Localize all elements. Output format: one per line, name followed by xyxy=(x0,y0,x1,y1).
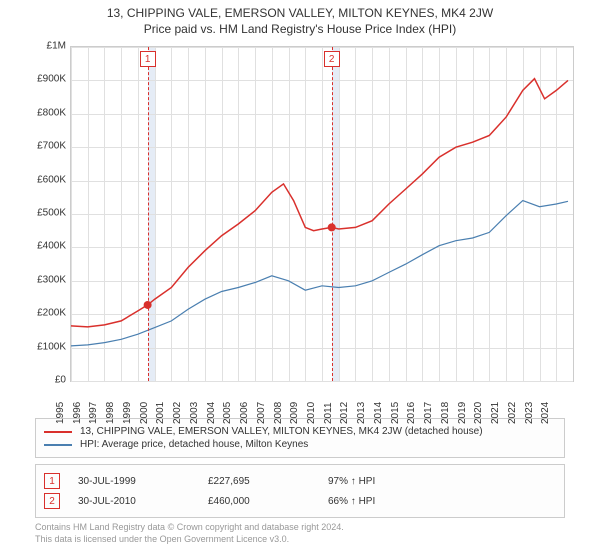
x-tick-label: 2000 xyxy=(139,402,150,424)
attribution: Contains HM Land Registry data © Crown c… xyxy=(35,522,565,545)
x-tick-label: 2004 xyxy=(206,402,217,424)
x-tick-label: 2011 xyxy=(323,402,334,424)
sale-row: 1 30-JUL-1999£227,69597% ↑ HPI xyxy=(44,471,556,491)
y-tick-label: £300K xyxy=(22,274,66,285)
chart-title-sub: Price paid vs. HM Land Registry's House … xyxy=(0,22,600,42)
x-tick-label: 2018 xyxy=(440,402,451,424)
legend-label-1: 13, CHIPPING VALE, EMERSON VALLEY, MILTO… xyxy=(80,426,483,437)
x-tick-label: 2023 xyxy=(524,402,535,424)
y-tick-label: £900K xyxy=(22,74,66,85)
sale-marker-icon: 1 xyxy=(44,473,60,489)
x-tick-label: 2003 xyxy=(189,402,200,424)
sale-row: 2 30-JUL-2010£460,00066% ↑ HPI xyxy=(44,491,556,511)
legend-row-series1: 13, CHIPPING VALE, EMERSON VALLEY, MILTO… xyxy=(44,425,556,438)
attribution-line1: Contains HM Land Registry data © Crown c… xyxy=(35,522,565,534)
x-tick-label: 2010 xyxy=(306,402,317,424)
sales-box: 1 30-JUL-1999£227,69597% ↑ HPI 2 30-JUL-201… xyxy=(35,464,565,518)
x-tick-label: 2007 xyxy=(256,402,267,424)
x-tick-label: 1997 xyxy=(88,402,99,424)
x-tick-label: 2017 xyxy=(423,402,434,424)
series-hpi_detached xyxy=(71,201,568,346)
x-tick-label: 2008 xyxy=(273,402,284,424)
x-tick-label: 2013 xyxy=(356,402,367,424)
x-tick-label: 2020 xyxy=(473,402,484,424)
chart-wrap: 12 £0£100K£200K£300K£400K£500K£600K£700K… xyxy=(20,42,580,412)
legend-label-2: HPI: Average price, detached house, Milt… xyxy=(80,439,308,450)
x-tick-label: 2009 xyxy=(289,402,300,424)
sale-price: £227,695 xyxy=(208,476,328,487)
y-tick-label: £200K xyxy=(22,308,66,319)
y-tick-label: £0 xyxy=(22,375,66,386)
plot-area: 12 xyxy=(70,46,574,382)
x-tick-label: 2021 xyxy=(490,402,501,424)
event-marker-icon: 2 xyxy=(324,51,340,67)
chart-container: 13, CHIPPING VALE, EMERSON VALLEY, MILTO… xyxy=(0,0,600,560)
chart-svg xyxy=(71,47,573,381)
sale-marker-icon: 2 xyxy=(44,493,60,509)
sale-hpi: 97% ↑ HPI xyxy=(328,476,438,487)
x-tick-label: 2006 xyxy=(239,402,250,424)
legend-swatch-2 xyxy=(44,444,72,446)
y-tick-label: £700K xyxy=(22,141,66,152)
x-tick-label: 1999 xyxy=(122,402,133,424)
sale-price: £460,000 xyxy=(208,496,328,507)
legend-row-series2: HPI: Average price, detached house, Milt… xyxy=(44,438,556,451)
x-tick-label: 1995 xyxy=(55,402,66,424)
legend-swatch-1 xyxy=(44,431,72,433)
y-tick-label: £400K xyxy=(22,241,66,252)
chart-title-main: 13, CHIPPING VALE, EMERSON VALLEY, MILTO… xyxy=(0,0,600,22)
x-tick-label: 2024 xyxy=(540,402,551,424)
y-tick-label: £100K xyxy=(22,341,66,352)
x-tick-label: 1998 xyxy=(105,402,116,424)
x-tick-label: 2002 xyxy=(172,402,183,424)
event-marker-icon: 1 xyxy=(140,51,156,67)
sale-date: 30-JUL-1999 xyxy=(78,476,208,487)
sale-hpi: 66% ↑ HPI xyxy=(328,496,438,507)
sale-date: 30-JUL-2010 xyxy=(78,496,208,507)
x-tick-label: 2016 xyxy=(406,402,417,424)
y-tick-label: £500K xyxy=(22,208,66,219)
attribution-line2: This data is licensed under the Open Gov… xyxy=(35,534,565,546)
x-tick-label: 1996 xyxy=(72,402,83,424)
y-tick-label: £600K xyxy=(22,174,66,185)
y-tick-label: £800K xyxy=(22,107,66,118)
x-tick-label: 2005 xyxy=(222,402,233,424)
x-tick-label: 2022 xyxy=(507,402,518,424)
x-tick-label: 2019 xyxy=(457,402,468,424)
x-tick-label: 2014 xyxy=(373,402,384,424)
x-tick-label: 2012 xyxy=(339,402,350,424)
x-tick-label: 2015 xyxy=(390,402,401,424)
legend-box: 13, CHIPPING VALE, EMERSON VALLEY, MILTO… xyxy=(35,418,565,458)
series-property_price xyxy=(71,79,568,327)
y-tick-label: £1M xyxy=(22,41,66,52)
x-tick-label: 2001 xyxy=(155,402,166,424)
